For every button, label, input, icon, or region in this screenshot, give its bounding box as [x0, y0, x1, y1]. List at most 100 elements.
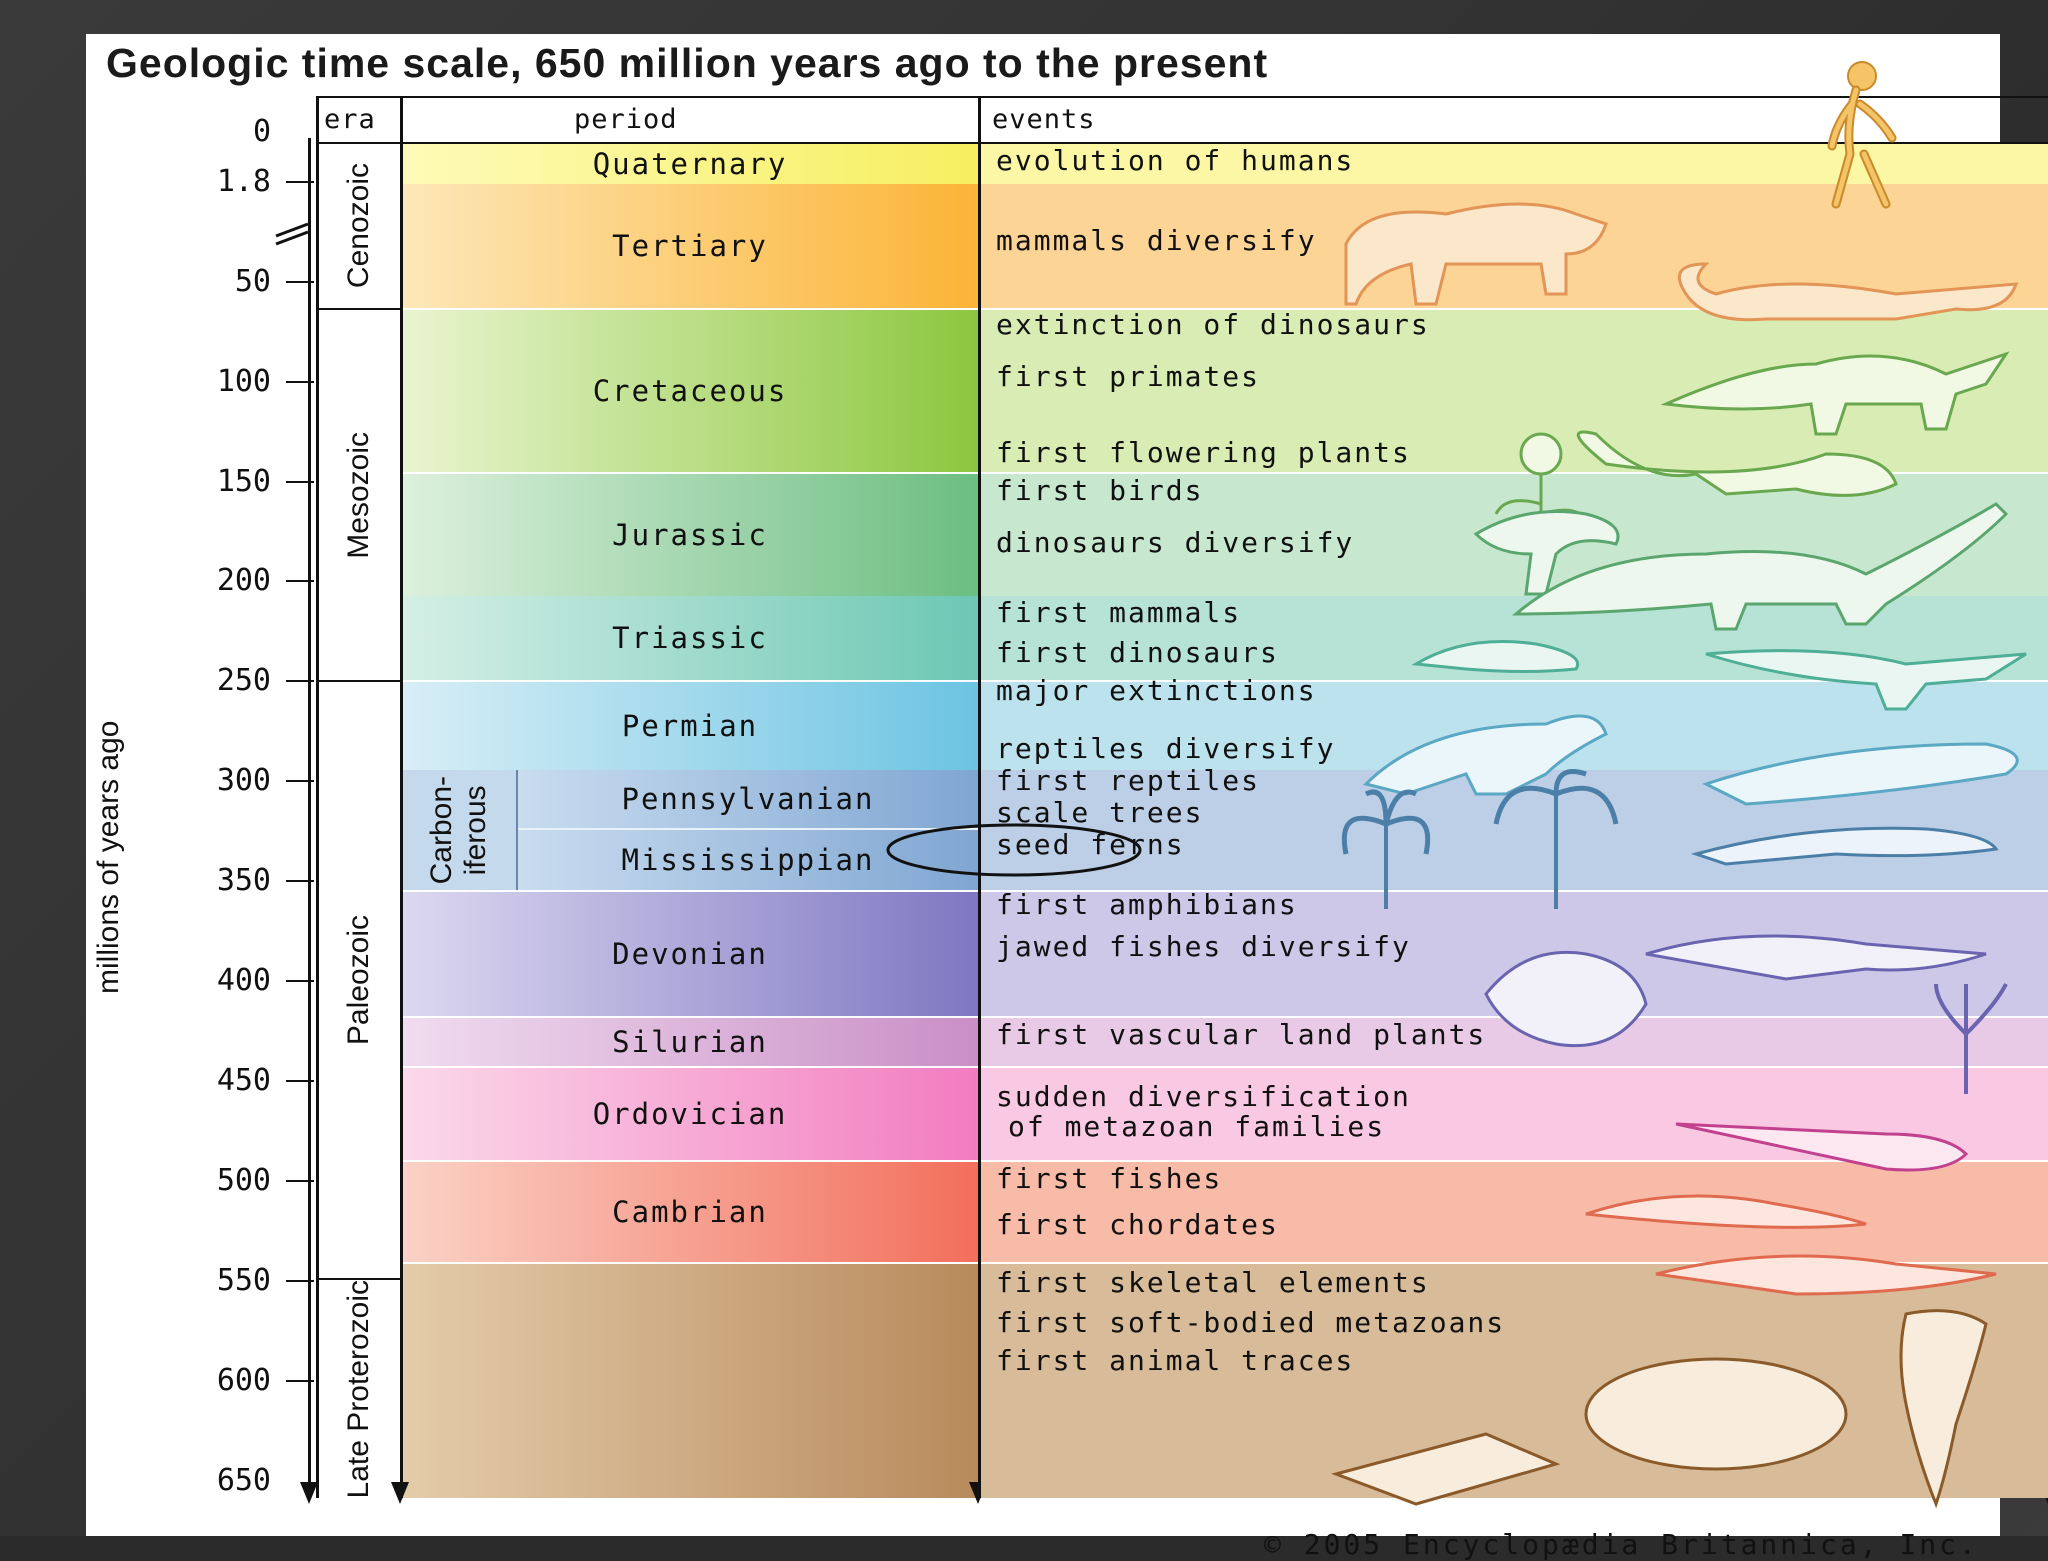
era-label: Cenozoic	[342, 163, 375, 289]
tick-mark	[286, 381, 314, 383]
event-text: first primates	[996, 360, 1261, 393]
event-text: first mammals	[996, 596, 1242, 629]
tick-label: 0	[252, 114, 271, 149]
event-text: first chordates	[996, 1208, 1279, 1241]
diagram-title: Geologic time scale, 650 million years a…	[106, 40, 1269, 86]
event-text: first amphibians	[996, 888, 1298, 921]
early-fish-icon	[1585, 1194, 1997, 1296]
period-arrow	[391, 1482, 409, 1504]
primate-icon	[1576, 430, 1898, 497]
era-mesozoic: Mesozoic	[316, 310, 402, 682]
era-label: Mesozoic	[342, 431, 375, 559]
carboniferous-label: Carbon- iferous	[425, 775, 492, 885]
fish-icon	[1484, 934, 2008, 1094]
tick-mark	[286, 1280, 314, 1282]
carboniferous-divider	[516, 770, 518, 890]
event-text: scale trees	[996, 796, 1204, 829]
tick-label: 50	[234, 264, 271, 299]
event-text: mammals diversify	[996, 224, 1317, 257]
event-text: first soft-bodied metazoans	[996, 1306, 1506, 1339]
period-carboniferous: Carbon- iferous	[402, 770, 516, 890]
tick-label: 200	[216, 563, 271, 598]
era-late-proterozoic: Late Proterozoic	[316, 1280, 402, 1498]
header-top-border	[316, 96, 2048, 98]
event-text: jawed fishes diversify	[996, 930, 1411, 963]
tick-mark	[286, 181, 314, 183]
event-text: first dinosaurs	[996, 636, 1279, 669]
tick-mark	[286, 1080, 314, 1082]
era-right-border	[400, 96, 403, 1498]
period-devonian: Devonian	[402, 892, 978, 1018]
tick-label: 1.8	[216, 164, 271, 199]
period-cambrian: Cambrian	[402, 1162, 978, 1264]
tick-mark	[286, 680, 314, 682]
tick-mark	[286, 481, 314, 483]
tick-label: 150	[216, 464, 271, 499]
era-cenozoic: Cenozoic	[316, 144, 402, 310]
period-right-border	[978, 96, 981, 1498]
fern-tree-icon	[1341, 769, 1619, 909]
event-text: extinction of dinosaurs	[996, 308, 1430, 341]
event-text: first skeletal elements	[996, 1266, 1430, 1299]
axis-arrow	[300, 1482, 318, 1504]
tertiary-mammal-icon	[1677, 262, 2019, 322]
event-text: first flowering plants	[996, 436, 1411, 469]
era-label: Paleozoic	[342, 914, 375, 1046]
period-cretaceous: Cretaceous	[402, 310, 978, 474]
era-left-border	[316, 96, 319, 1498]
axis-label: millions of years ago	[92, 720, 125, 994]
tick-label: 400	[216, 963, 271, 998]
event-text-seed-ferns: seed ferns	[996, 828, 1185, 861]
event-text: evolution of humans	[996, 144, 1355, 177]
tick-label: 650	[216, 1463, 271, 1498]
event-text: first fishes	[996, 1162, 1223, 1195]
period-tertiary: Tertiary	[402, 184, 978, 310]
rhino-mammal-icon	[1344, 202, 1608, 306]
reptile-icon	[1690, 826, 1999, 866]
tick-mark	[286, 780, 314, 782]
period-pennsylvanian: Pennsylvanian	[518, 770, 978, 830]
era-label: Late Proterozoic	[342, 1279, 375, 1499]
shell-icon	[1331, 1309, 1988, 1509]
tick-mark	[286, 580, 314, 582]
period-ordovician: Ordovician	[402, 1068, 978, 1162]
tick-label: 100	[216, 364, 271, 399]
event-text: of metazoan families	[1008, 1110, 1386, 1143]
event-text: sudden diversification	[996, 1080, 1411, 1113]
event-text: first vascular land plants	[996, 1018, 1487, 1051]
permian-animals-icon	[1363, 714, 2019, 806]
tick-mark	[286, 880, 314, 882]
era-paleozoic: Paleozoic	[316, 682, 402, 1280]
tick-mark	[286, 281, 314, 283]
tick-mark	[286, 1180, 314, 1182]
tick-mark	[286, 1380, 314, 1382]
period-late-proterozoic	[402, 1264, 978, 1498]
diagram-slide: Geologic time scale, 650 million years a…	[86, 34, 2048, 1561]
flowering-plant-icon	[1494, 432, 1588, 539]
event-text: first animal traces	[996, 1344, 1355, 1377]
time-axis	[308, 138, 311, 1498]
period-quaternary: Quaternary	[402, 144, 978, 186]
tick-label: 600	[216, 1363, 271, 1398]
tick-label: 350	[216, 863, 271, 898]
period-jurassic: Jurassic	[402, 474, 978, 598]
dinosaur-icon	[1660, 351, 2010, 436]
triassic-animals-icon	[1411, 640, 2027, 711]
event-text: reptiles diversify	[996, 732, 1336, 765]
tick-label: 500	[216, 1163, 271, 1198]
bird-icon	[1473, 510, 1620, 596]
period-header: period	[574, 104, 678, 135]
event-text: dinosaurs diversify	[996, 526, 1355, 559]
tick-mark	[286, 980, 314, 982]
tick-label: 300	[216, 763, 271, 798]
period-permian: Permian	[402, 682, 978, 772]
seed-ferns-circle	[886, 823, 1142, 877]
human-figure-icon	[1827, 61, 1897, 209]
copyright-notice: © 2005 Encyclopædia Britannica, Inc.	[1264, 1528, 1979, 1561]
events-header: events	[992, 104, 1096, 135]
era-header: era	[324, 104, 376, 135]
events-band-cambrian	[981, 1162, 2048, 1264]
sauropod-icon	[1511, 502, 2009, 631]
header-bottom-border	[316, 142, 2048, 144]
event-text: major extinctions	[996, 674, 1317, 707]
